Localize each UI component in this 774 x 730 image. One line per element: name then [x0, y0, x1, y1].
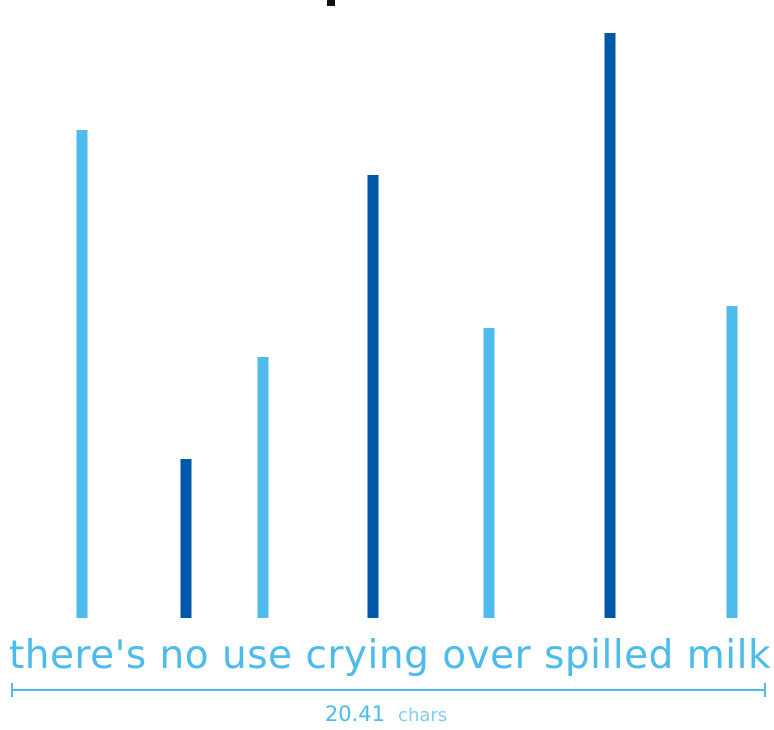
bar-2 [180, 459, 192, 618]
measure-label: 20.41 chars [325, 702, 447, 726]
measure-unit: chars [398, 705, 447, 726]
bar-4 [367, 175, 379, 618]
measure-value: 20.41 [325, 702, 385, 726]
bar-6 [604, 33, 616, 618]
bars-layer [76, 33, 738, 618]
top-cropped-mark [327, 0, 335, 6]
bar-3 [257, 357, 269, 618]
bar-7 [726, 306, 738, 618]
bar-5 [483, 328, 495, 618]
phrase-label: there's no use crying over spilled milk [9, 633, 771, 678]
bar-1 [76, 130, 88, 618]
